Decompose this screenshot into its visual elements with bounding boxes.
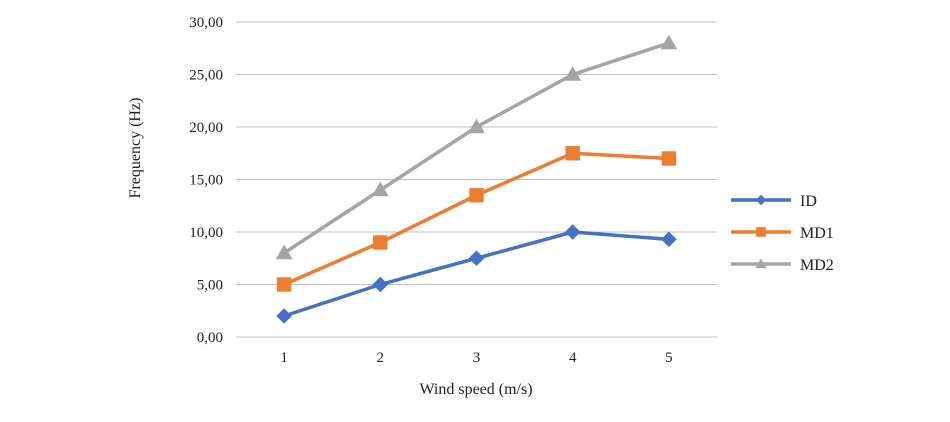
y-tick-label: 5,00 xyxy=(197,278,223,294)
y-axis-ticks: 0,00 5,00 10,00 15,00 20,00 25,00 30,00 xyxy=(189,15,223,346)
legend-marker-md1 xyxy=(756,227,766,237)
series-md2 xyxy=(275,34,678,260)
series-id xyxy=(276,224,677,324)
legend: ID MD1 MD2 xyxy=(731,193,834,274)
x-tick-label: 4 xyxy=(569,350,577,366)
y-tick-label: 0,00 xyxy=(197,330,223,346)
x-tick-label: 2 xyxy=(377,350,385,366)
data-point-id xyxy=(661,231,677,248)
y-tick-label: 30,00 xyxy=(189,15,223,31)
data-point-md1 xyxy=(373,235,388,250)
y-tick-label: 10,00 xyxy=(189,225,223,241)
legend-marker-md2 xyxy=(755,258,767,269)
y-tick-label: 15,00 xyxy=(189,173,223,189)
data-point-md2 xyxy=(371,181,389,197)
data-point-md1 xyxy=(469,188,484,203)
data-point-md2 xyxy=(660,34,678,50)
legend-label-id: ID xyxy=(800,193,817,210)
gridlines xyxy=(236,21,717,338)
y-axis-title: Frequency (Hz) xyxy=(127,98,144,199)
data-point-md1 xyxy=(565,146,580,161)
x-tick-label: 3 xyxy=(473,350,481,366)
series-line-id xyxy=(283,230,670,318)
data-point-id xyxy=(468,250,485,267)
legend-item-md1: MD1 xyxy=(731,225,834,242)
x-axis-ticks: 1 2 3 4 5 xyxy=(280,350,672,366)
data-point-md2 xyxy=(275,244,293,260)
data-point-id xyxy=(564,224,581,240)
x-axis-title: Wind speed (m/s) xyxy=(419,381,532,398)
y-tick-label: 20,00 xyxy=(189,120,223,136)
y-tick-label: 25,00 xyxy=(189,68,223,84)
series-layer xyxy=(275,34,678,324)
legend-label-md1: MD1 xyxy=(800,225,834,242)
legend-marker-id xyxy=(755,194,767,206)
data-point-md2 xyxy=(468,118,485,134)
series-md1 xyxy=(276,146,677,292)
x-tick-label: 1 xyxy=(280,350,288,366)
legend-label-md2: MD2 xyxy=(800,257,834,274)
data-point-id xyxy=(276,308,292,324)
data-point-md2 xyxy=(564,66,582,81)
x-tick-label: 5 xyxy=(665,350,673,366)
data-point-id xyxy=(372,276,389,293)
legend-item-id: ID xyxy=(731,193,817,210)
legend-item-md2: MD2 xyxy=(731,257,834,274)
data-point-md1 xyxy=(661,151,677,166)
data-point-md1 xyxy=(276,277,292,292)
